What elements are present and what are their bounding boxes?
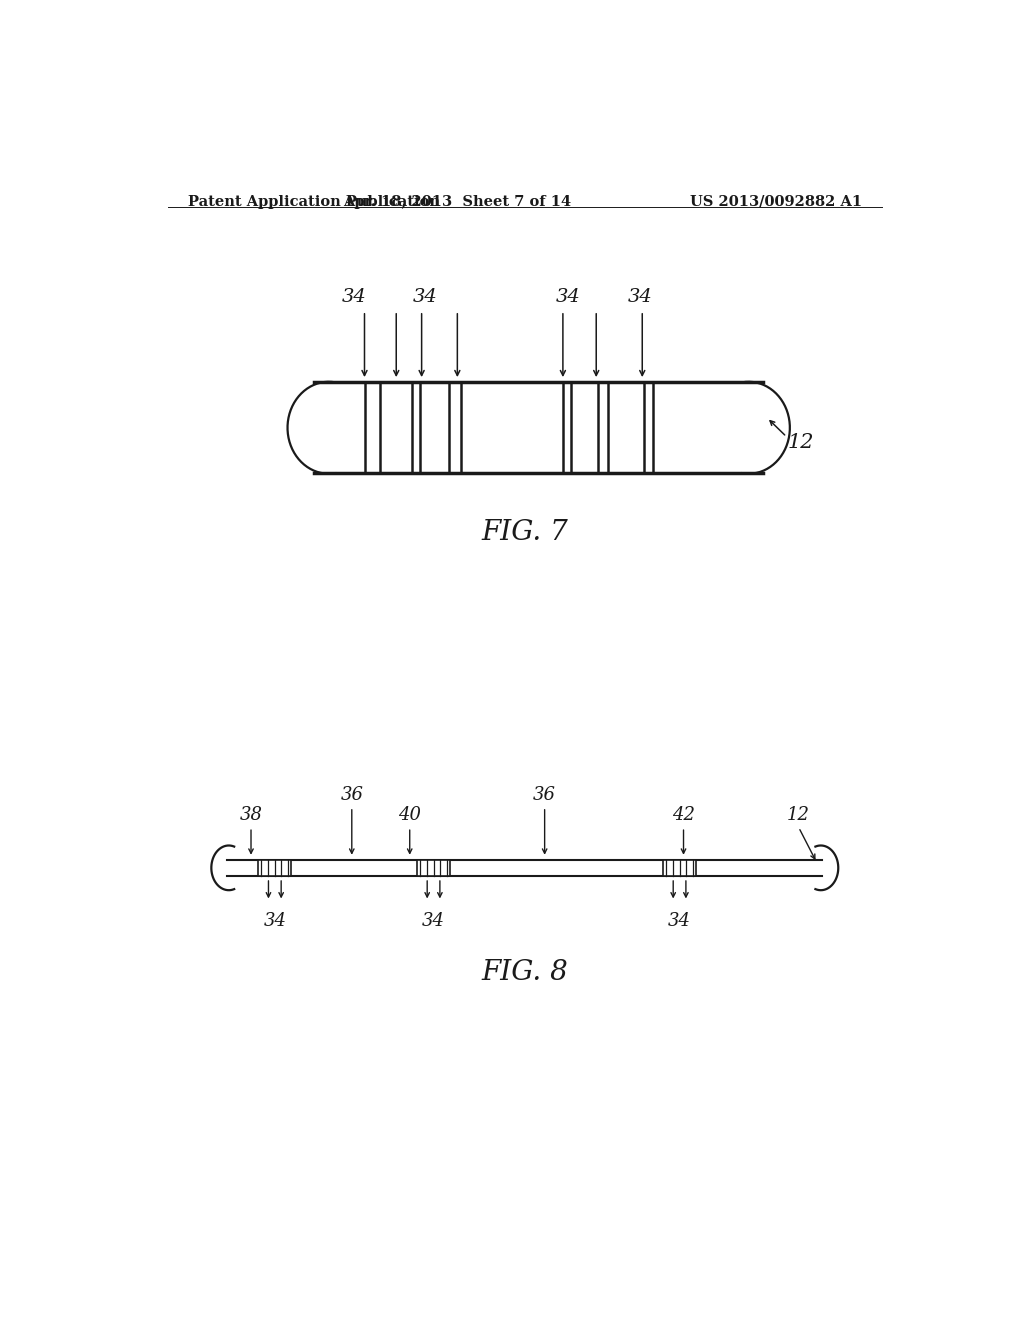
Bar: [663, 859, 696, 876]
Text: 40: 40: [398, 807, 421, 824]
Text: 36: 36: [340, 785, 364, 804]
Text: Apr. 18, 2013  Sheet 7 of 14: Apr. 18, 2013 Sheet 7 of 14: [343, 195, 571, 209]
Text: FIG. 8: FIG. 8: [481, 960, 568, 986]
Text: US 2013/0092882 A1: US 2013/0092882 A1: [690, 195, 862, 209]
Text: 42: 42: [672, 807, 695, 824]
Text: 34: 34: [422, 912, 445, 929]
Text: 34: 34: [263, 912, 287, 929]
Bar: [417, 859, 451, 876]
Text: 34: 34: [628, 288, 652, 306]
Text: 36: 36: [534, 785, 556, 804]
Text: 34: 34: [342, 288, 367, 306]
Text: 12: 12: [787, 433, 814, 453]
Bar: [258, 859, 292, 876]
Text: 38: 38: [240, 807, 262, 824]
Text: 34: 34: [414, 288, 438, 306]
Text: 12: 12: [787, 807, 810, 824]
Text: 34: 34: [556, 288, 581, 306]
Text: FIG. 7: FIG. 7: [481, 519, 568, 546]
Text: 34: 34: [668, 912, 691, 929]
Text: Patent Application Publication: Patent Application Publication: [187, 195, 439, 209]
